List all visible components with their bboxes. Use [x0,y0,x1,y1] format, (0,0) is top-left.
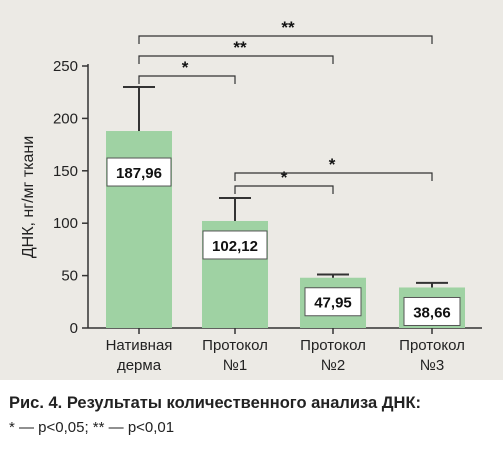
value-label: 38,66 [413,304,451,321]
value-label: 102,12 [212,238,258,255]
value-label: 187,96 [116,165,162,182]
bar-chart: 0 50 100 150 200 250 ДНК, нг/мг ткани 187,96 Нат… [20,18,482,374]
y-axis-title: ДНК, нг/мг ткани [20,136,37,258]
value-label-box [202,230,268,260]
y-tick-label: 0 [70,320,78,337]
category-label: №1 [223,357,247,374]
significance-marker: * [182,58,189,77]
value-label-box [304,287,362,317]
significance-bracket [234,172,433,181]
y-tick-label: 50 [61,268,78,285]
category-label: дерма [117,357,162,374]
caption-note: * — p<0,05; ** — p<0,01 [9,419,175,436]
value-label: 47,95 [314,295,352,312]
category-label: Нативная [106,337,173,354]
category-label: №2 [321,357,345,374]
significance-marker: * [329,155,336,174]
y-tick-label: 250 [53,58,78,75]
significance-marker: ** [233,38,247,57]
significance-bracket [138,75,236,84]
significance-marker: ** [281,18,295,37]
category-label: №3 [420,357,444,374]
value-label-box [106,157,172,187]
value-label-box [403,296,461,326]
figure-caption: Рис. 4. Результаты количественного анали… [9,393,493,437]
y-tick-label: 150 [53,163,78,180]
category-label: Протокол [202,337,268,354]
y-tick-label: 100 [53,215,78,232]
category-label: Протокол [300,337,366,354]
significance-bracket [138,55,334,64]
category-label: Протокол [399,337,465,354]
caption-title: Рис. 4. Результаты количественного анали… [9,394,422,412]
significance-bracket [138,35,433,44]
significance-bracket [234,185,334,194]
y-tick-label: 200 [53,110,78,127]
significance-marker: * [281,168,288,187]
